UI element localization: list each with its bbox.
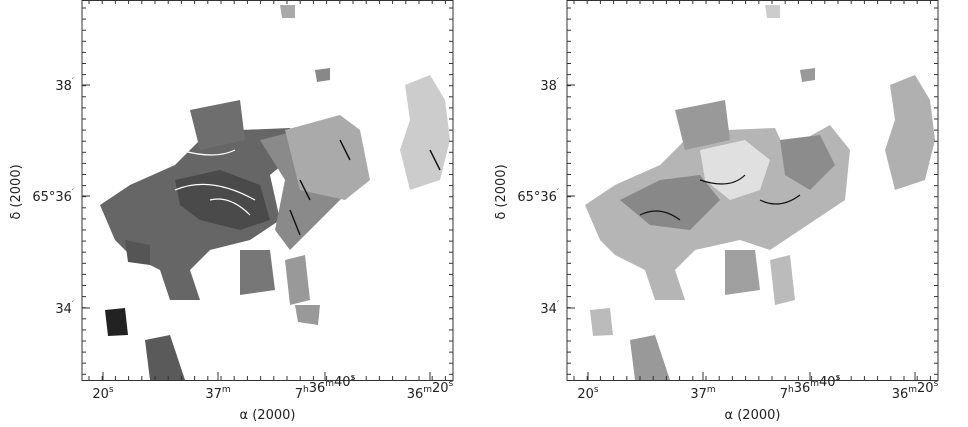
tick-label: 20s <box>92 385 114 402</box>
tick-label-part: 36 <box>309 381 326 396</box>
tick-label-sup: ′ <box>72 77 74 87</box>
tick-label: 38′ <box>55 77 74 94</box>
tick-label-part: 65°36 <box>32 190 72 205</box>
tick-label-part: 37 <box>690 387 707 402</box>
tick-label-sup: ′ <box>557 188 559 198</box>
tick-label-part: 38 <box>55 79 72 94</box>
tick-label-sup: m <box>707 385 716 395</box>
x-axis-label: α (2000) <box>725 408 781 423</box>
tick-label: 36m20s <box>407 379 454 402</box>
tick-label-part: 40 <box>334 375 351 390</box>
tick-label-part: 36 <box>892 387 909 402</box>
tick-label-sup: ′ <box>72 188 74 198</box>
tick-label-sup: m <box>222 385 231 395</box>
tick-label: 34′ <box>55 300 74 317</box>
tick-label-sup: ′ <box>72 300 74 310</box>
tick-label-sup: s <box>449 379 454 389</box>
map-right <box>585 5 935 380</box>
tick-label: 34′ <box>540 300 559 317</box>
tick-label-sup: s <box>934 379 939 389</box>
x-axis-label: α (2000) <box>240 408 296 423</box>
tick-label: 65°36′ <box>517 188 559 205</box>
tick-label: 38′ <box>540 77 559 94</box>
frame <box>566 0 939 381</box>
tick-label-part: 20 <box>92 387 109 402</box>
tick-label: 7h36m40s <box>780 373 841 402</box>
tick-label-part: 36 <box>794 381 811 396</box>
tick-label-part: 37 <box>205 387 222 402</box>
tick-label-sup: m <box>908 385 917 395</box>
tick-label: 7h36m40s <box>295 373 356 402</box>
tick-label-part: 7 <box>780 387 788 402</box>
tick-label-part: 7 <box>295 387 303 402</box>
tick-label-part: 40 <box>819 375 836 390</box>
tick-label-part: 65°36 <box>517 190 557 205</box>
tick-label-sup: m <box>810 379 819 389</box>
y-axis-label: δ (2000) <box>9 164 24 219</box>
y-axis-label: δ (2000) <box>494 164 509 219</box>
tick-label-sup: s <box>594 385 599 395</box>
tick-label-part: 36 <box>407 387 424 402</box>
tick-label-sup: h <box>788 385 794 395</box>
tick-label-part: 38 <box>540 79 557 94</box>
tick-label: 37m <box>205 385 230 402</box>
tick-label: 36m20s <box>892 379 939 402</box>
tick-label-sup: ′ <box>557 300 559 310</box>
tick-label-part: 20 <box>432 381 449 396</box>
tick-label-sup: h <box>303 385 309 395</box>
tick-label-sup: m <box>423 385 432 395</box>
tick-label-part: 20 <box>917 381 934 396</box>
tick-label-sup: s <box>109 385 114 395</box>
tick-label-part: 34 <box>55 302 72 317</box>
tick-label-part: 34 <box>540 302 557 317</box>
tick-label-sup: ′ <box>557 77 559 87</box>
tick-label-sup: s <box>351 373 356 383</box>
tick-label-sup: s <box>836 373 841 383</box>
map-left <box>100 5 450 380</box>
tick-label: 65°36′ <box>32 188 74 205</box>
tick-label: 37m <box>690 385 715 402</box>
tick-label-sup: m <box>325 379 334 389</box>
frame <box>81 0 454 381</box>
tick-label-part: 20 <box>577 387 594 402</box>
tick-label: 20s <box>577 385 599 402</box>
